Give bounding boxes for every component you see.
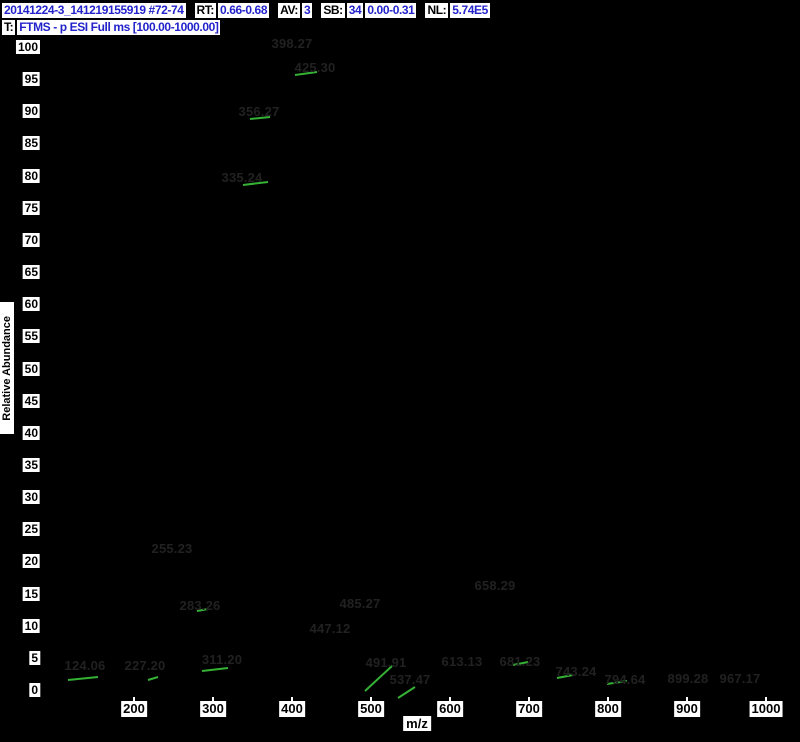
x-tick-mark	[370, 697, 372, 701]
x-tick-mark	[765, 697, 767, 701]
spectrum-trace-segment	[67, 676, 99, 681]
peak-label: 743.24	[555, 664, 597, 679]
peak-label: 255.23	[151, 541, 193, 556]
spectrum-trace-segment	[201, 667, 229, 672]
header-group: RT: 0.66-0.68	[194, 3, 270, 18]
y-tick-label: 15	[22, 586, 40, 601]
x-tick-label: 600	[437, 701, 463, 717]
peak-label: 537.47	[389, 672, 431, 687]
peak-label: 124.06	[64, 658, 106, 673]
y-tick-label: 90	[22, 104, 40, 119]
y-axis-title: Relative Abundance	[0, 302, 14, 434]
x-tick-label: 500	[358, 701, 384, 717]
header-group: NL: 5.74E5	[425, 3, 490, 18]
x-axis-title: m/z	[403, 716, 431, 731]
y-tick-label: 50	[22, 361, 40, 376]
y-tick-label: 55	[22, 329, 40, 344]
x-tick-label: 800	[595, 701, 621, 717]
y-tick-label: 30	[22, 490, 40, 505]
x-tick-mark	[528, 697, 530, 701]
header-group: AV: 3	[278, 3, 313, 18]
y-axis-title-text: Relative Abundance	[1, 315, 13, 421]
x-tick-label: 200	[121, 701, 147, 717]
header-group: T: FTMS - p ESI Full ms [100.00-1000.00]	[2, 20, 221, 35]
x-tick-label: 1000	[749, 701, 783, 717]
peak-label: 681.23	[499, 654, 541, 669]
x-tick-label: 400	[279, 701, 305, 717]
y-tick-label: 35	[22, 457, 40, 472]
header-chip: 0.66-0.68	[218, 3, 270, 18]
peak-label: 491.91	[365, 655, 407, 670]
header-chip: AV:	[278, 3, 301, 18]
peak-label: 794.64	[604, 672, 646, 687]
y-tick-label: 40	[22, 425, 40, 440]
peak-label: 335.24	[221, 170, 263, 185]
header-group: SB: 34 0.00-0.31	[321, 3, 417, 18]
peak-label: 356.27	[238, 104, 280, 119]
header-chip: 3	[302, 3, 313, 18]
spectrum-trace-segment	[364, 665, 393, 692]
x-tick-label: 700	[516, 701, 542, 717]
y-tick-label: 60	[22, 297, 40, 312]
y-tick-label: 100	[15, 40, 40, 54]
spectrum-trace-segment	[294, 71, 318, 76]
y-tick-label: 5	[29, 650, 40, 665]
spectrum-trace-segment	[242, 181, 269, 186]
header-chip: RT:	[194, 3, 216, 18]
y-tick-label: 75	[22, 200, 40, 215]
peak-label: 425.30	[294, 60, 336, 75]
spectrum-trace-segment	[556, 674, 574, 679]
x-tick-label: 900	[674, 701, 700, 717]
spectrum-trace-segment	[249, 116, 271, 120]
header-chip: 20141224-3_141219155919 #72-74	[2, 3, 186, 18]
header-chip: 34	[346, 3, 364, 18]
x-tick-mark	[607, 697, 609, 701]
header-chip: SB:	[321, 3, 345, 18]
y-tick-label: 80	[22, 168, 40, 183]
spectrum-trace-segment	[196, 608, 209, 612]
y-tick-label: 70	[22, 232, 40, 247]
x-tick-mark	[291, 697, 293, 701]
y-tick-label: 25	[22, 522, 40, 537]
peak-label: 899.28	[667, 671, 709, 686]
header-chip: T:	[2, 20, 16, 35]
header: 20141224-3_141219155919 #72-74 RT: 0.66-0.…	[2, 3, 490, 35]
header-group: 20141224-3_141219155919 #72-74	[2, 3, 186, 18]
header-chip: 0.00-0.31	[365, 3, 417, 18]
peak-label: 658.29	[474, 578, 516, 593]
peak-label: 398.27	[271, 36, 313, 51]
x-tick-mark	[686, 697, 688, 701]
spectrum-trace-segment	[606, 680, 628, 685]
y-tick-label: 45	[22, 393, 40, 408]
peak-label: 485.27	[339, 596, 381, 611]
y-tick-label: 85	[22, 136, 40, 151]
spectrum-trace-segment	[147, 676, 159, 681]
y-tick-label: 20	[22, 554, 40, 569]
y-tick-label: 0	[29, 683, 40, 697]
y-tick-label: 10	[22, 618, 40, 633]
peak-label: 227.20	[124, 658, 166, 673]
header-chip: 5.74E5	[450, 3, 490, 18]
spectrum-trace-segment	[512, 661, 529, 666]
spectrum-trace-segment	[397, 686, 416, 699]
y-tick-label: 65	[22, 265, 40, 280]
header-chip: FTMS - p ESI Full ms [100.00-1000.00]	[17, 20, 221, 35]
peak-label: 967.17	[719, 671, 761, 686]
header-row: T: FTMS - p ESI Full ms [100.00-1000.00]	[2, 20, 490, 35]
peak-label: 613.13	[441, 654, 483, 669]
peak-label: 283.26	[179, 598, 221, 613]
x-tick-mark	[212, 697, 214, 701]
peak-label: 311.20	[201, 652, 243, 667]
header-row: 20141224-3_141219155919 #72-74 RT: 0.66-0.…	[2, 3, 490, 18]
header-chip: NL:	[425, 3, 449, 18]
peak-label: 447.12	[309, 621, 351, 636]
x-tick-label: 300	[200, 701, 226, 717]
y-tick-label: 95	[22, 72, 40, 87]
x-tick-mark	[133, 697, 135, 701]
x-tick-mark	[449, 697, 451, 701]
